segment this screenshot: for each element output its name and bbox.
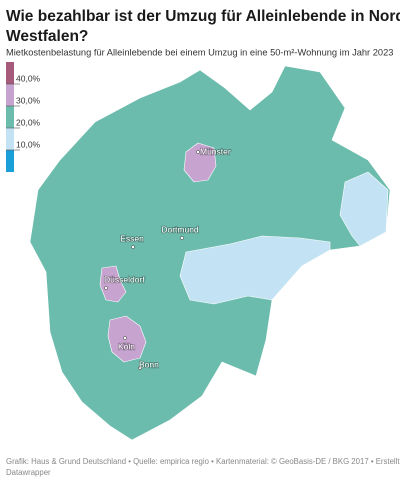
legend: 10,0% 20,0% 30,0% 40,0% bbox=[6, 62, 41, 172]
legend-swatch bbox=[6, 128, 14, 150]
region bbox=[179, 235, 331, 305]
city-dot bbox=[138, 366, 142, 370]
city-label: Düsseldorf bbox=[104, 274, 145, 284]
city-dot bbox=[123, 336, 127, 340]
city-label: Dortmund bbox=[161, 224, 199, 234]
region bbox=[107, 315, 147, 363]
region bbox=[183, 142, 217, 183]
city-label: Bonn bbox=[139, 359, 159, 369]
legend-label: 20,0% bbox=[16, 117, 41, 127]
city-dot bbox=[196, 150, 200, 154]
legend-label: 30,0% bbox=[16, 95, 41, 105]
legend-swatch bbox=[6, 106, 14, 128]
title-line: Wie bezahlbar ist der Umzug für Alleinle… bbox=[6, 8, 400, 25]
city-label: Essen bbox=[120, 233, 144, 243]
legend-swatch bbox=[6, 62, 14, 84]
footer-line: Grafik: Haus & Grund Deutschland • Quell… bbox=[6, 457, 400, 466]
city-dot bbox=[104, 286, 108, 290]
legend-label: 10,0% bbox=[16, 139, 41, 149]
legend-swatch bbox=[6, 84, 14, 106]
cities: Münster Essen Dortmund Düsseldorf Köln Bonn bbox=[103, 146, 231, 371]
map bbox=[29, 65, 391, 441]
city-label: Münster bbox=[200, 146, 231, 156]
city-dot bbox=[180, 236, 184, 240]
region bbox=[99, 265, 127, 303]
title-line: Westfalen? bbox=[6, 28, 88, 45]
legend-label: 40,0% bbox=[16, 73, 41, 83]
city-label: Köln bbox=[118, 341, 135, 351]
subtitle: Mietkostenbelastung für Alleinlebende be… bbox=[6, 47, 393, 57]
region bbox=[339, 171, 389, 247]
legend-swatch bbox=[6, 150, 14, 172]
footer-line: Datawrapper bbox=[6, 468, 51, 477]
city-dot bbox=[131, 245, 135, 249]
